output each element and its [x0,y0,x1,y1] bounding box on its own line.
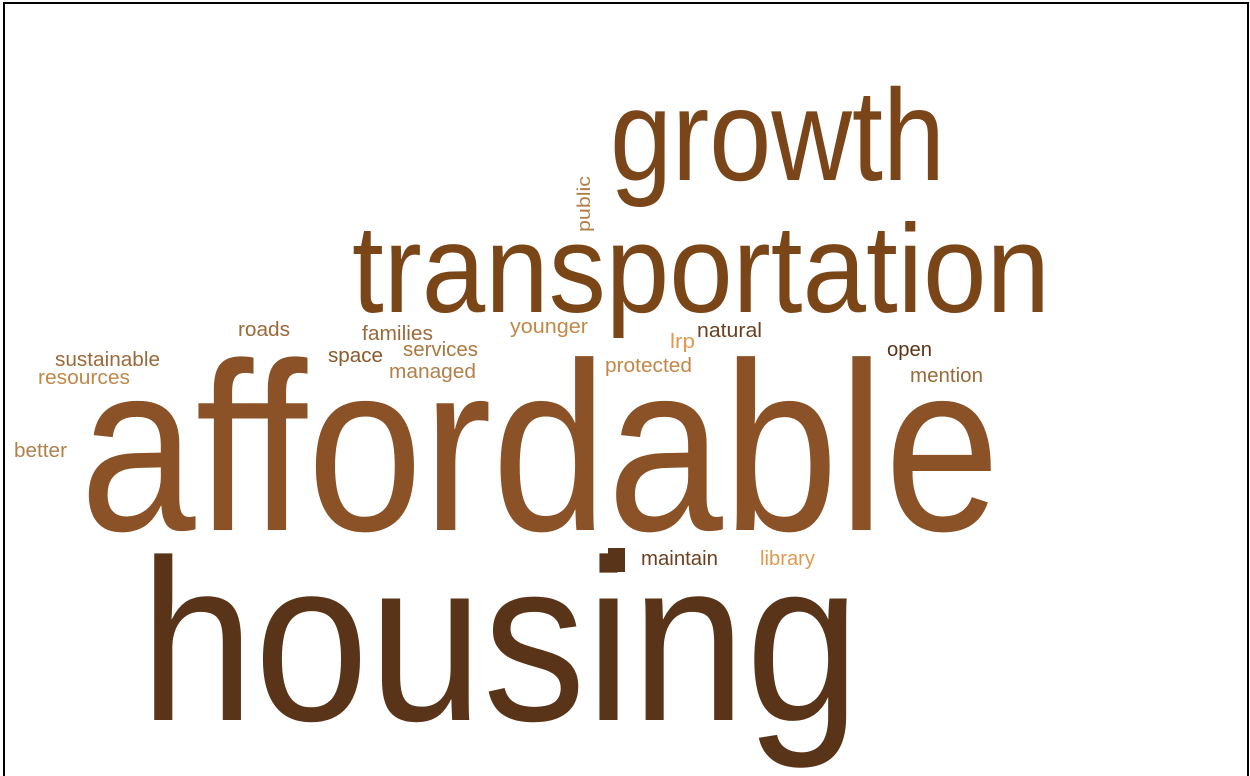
word: library [760,548,815,570]
word: roads [238,319,290,341]
word: families [362,323,433,345]
word: sustainable [55,349,160,371]
word: protected [605,355,692,377]
word-fragment [608,548,625,572]
word: transportation [352,200,1050,339]
word: younger [510,316,588,338]
word: maintain [641,548,718,570]
word: open [887,339,932,361]
frame [3,2,1249,776]
word: better [14,440,67,462]
word: space [328,345,383,367]
word: lrp [670,331,695,353]
word: growth [610,62,945,208]
word: managed [389,361,476,383]
word: housing [140,512,860,769]
word: affordable [80,313,1000,581]
word: natural [697,320,762,342]
word: public [574,176,594,232]
word: mention [910,365,983,387]
word: resources [38,367,130,389]
word: services [403,339,478,361]
